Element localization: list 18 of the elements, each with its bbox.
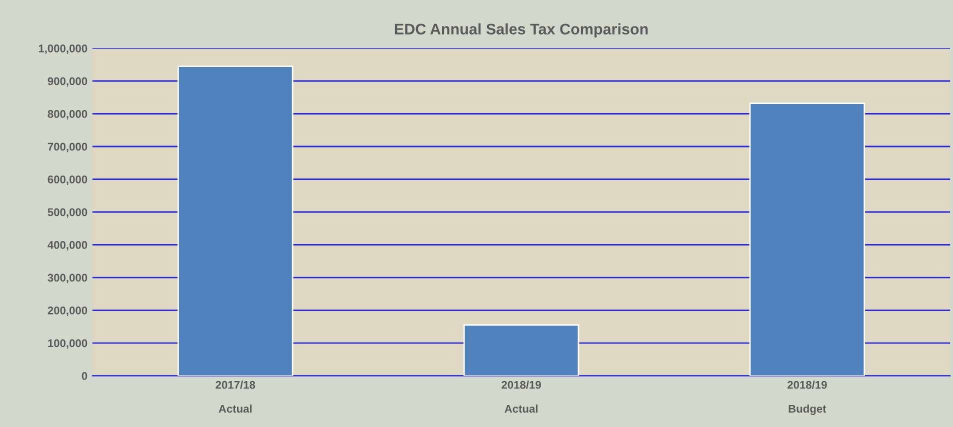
y-tick-label: 900,000 <box>48 77 88 87</box>
bar <box>463 324 580 376</box>
chart-title: EDC Annual Sales Tax Comparison <box>394 23 648 38</box>
y-tick-label: 100,000 <box>48 339 88 349</box>
y-tick-label: 400,000 <box>48 241 88 251</box>
y-tick-label: 0 <box>82 372 88 380</box>
y-tick-label: 800,000 <box>48 110 88 120</box>
category-label: 2018/19 Budget <box>787 380 827 415</box>
y-tick-label: 500,000 <box>48 208 88 218</box>
y-tick-label: 600,000 <box>48 176 88 185</box>
y-tick-label: 700,000 <box>48 142 88 152</box>
bar <box>178 66 294 376</box>
y-tick-label: 1,000,000 <box>38 44 88 54</box>
category-label: 2017/18 Actual <box>216 380 256 413</box>
bar <box>749 102 866 376</box>
y-tick-label: 300,000 <box>48 274 88 284</box>
y-tick-label: 200,000 <box>48 306 88 316</box>
category-label: 2018/19 Actual <box>502 380 541 413</box>
